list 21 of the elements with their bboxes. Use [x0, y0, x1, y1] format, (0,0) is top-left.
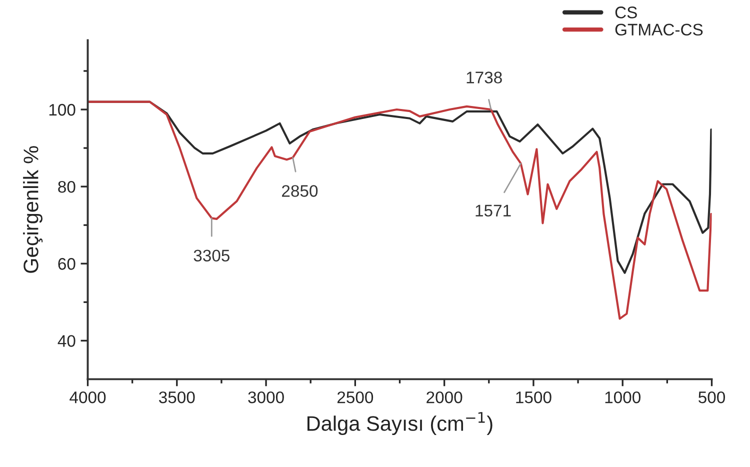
x-tick-label: 3500 [158, 391, 195, 404]
x-tick-label: 1500 [516, 391, 552, 404]
annotation: 2850 [282, 185, 318, 197]
x-tick-label: 500 [698, 391, 726, 404]
x-tick-label: 3000 [248, 391, 284, 404]
x-tick-label: 2500 [337, 391, 374, 404]
y-axis-title: Geçirgenlik % [23, 146, 43, 273]
x-tick-label: 4000 [70, 391, 106, 404]
x-axis-title: Dalga Sayısı (cm$^{−1}$) [308, 412, 492, 436]
x-tick-label: 2000 [426, 391, 462, 404]
annotation: 1571 [476, 204, 511, 217]
y-tick-label: 60 [58, 258, 76, 270]
legend-label: GTMAC-CS [615, 24, 703, 36]
legend-label: CS [615, 6, 637, 18]
line-series [88, 100, 712, 320]
y-tick-label: 80 [58, 180, 76, 193]
y-tick-label: 40 [58, 335, 76, 347]
y-tick-label: 100 [49, 104, 76, 116]
annotation: 3305 [194, 250, 230, 262]
x-tick-label: 1000 [605, 391, 640, 404]
annotation: 1738 [466, 72, 502, 84]
